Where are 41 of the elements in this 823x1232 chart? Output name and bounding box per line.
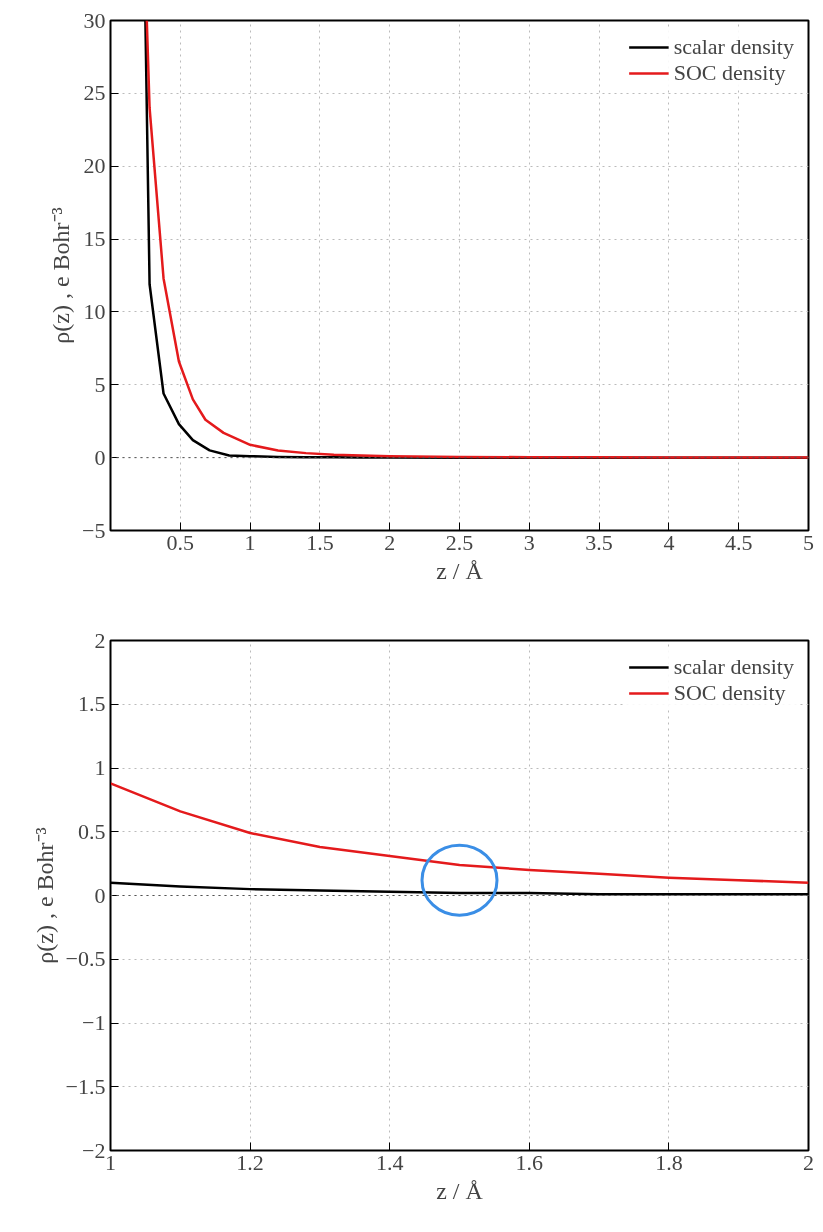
x-tick-label: 2 xyxy=(384,529,396,555)
x-tick-label: 0.5 xyxy=(166,529,195,555)
y-tick-label: −2 xyxy=(82,1137,106,1163)
x-tick-label: 5 xyxy=(803,529,814,555)
x-tick-label: 1.5 xyxy=(306,529,334,555)
y-tick-label: 25 xyxy=(83,80,106,106)
x-tick-label: 3 xyxy=(523,529,535,555)
x-tick-label: 1.6 xyxy=(515,1149,544,1175)
y-tick-label: 0.5 xyxy=(78,818,106,844)
y-tick-label: 5 xyxy=(94,371,106,397)
line-series xyxy=(110,782,809,884)
y-tick-label: 2 xyxy=(94,627,106,653)
x-tick-label: 4 xyxy=(663,529,675,555)
x-tick-label: 1 xyxy=(244,529,256,555)
y-tick-label: −5 xyxy=(82,517,106,543)
legend-label: scalar density xyxy=(673,654,794,680)
y-tick-label: 0 xyxy=(94,444,106,470)
y-tick-label: −1.5 xyxy=(65,1073,106,1099)
x-tick-label: 1.8 xyxy=(655,1149,683,1175)
y-tick-label: −0.5 xyxy=(65,946,106,972)
x-tick-label: 2 xyxy=(803,1149,814,1175)
y-axis-title: ρ(z) , e Bohr⁻³ xyxy=(31,827,58,964)
y-tick-label: 10 xyxy=(83,298,106,324)
x-tick-label: 4.5 xyxy=(724,529,753,555)
y-tick-label: 30 xyxy=(83,7,106,33)
x-axis-title: z / Å xyxy=(436,1177,484,1204)
y-axis-title: ρ(z) , e Bohr⁻³ xyxy=(48,207,75,344)
y-tick-label: −1 xyxy=(82,1010,106,1035)
x-tick-label: 1.4 xyxy=(375,1149,404,1175)
y-tick-label: 1 xyxy=(94,755,106,780)
y-tick-label: 20 xyxy=(83,153,106,179)
x-tick-label: 3.5 xyxy=(585,529,613,555)
x-axis-title: z / Å xyxy=(436,557,484,584)
y-tick-label: 1.5 xyxy=(78,691,106,717)
y-tick-label: 0 xyxy=(94,882,106,908)
legend-label: scalar density xyxy=(673,34,794,60)
legend-label: SOC density xyxy=(673,60,786,86)
y-tick-label: 15 xyxy=(83,226,106,252)
x-tick-label: 1.2 xyxy=(236,1149,264,1175)
x-tick-label: 2.5 xyxy=(445,529,474,555)
legend-label: SOC density xyxy=(673,680,786,706)
